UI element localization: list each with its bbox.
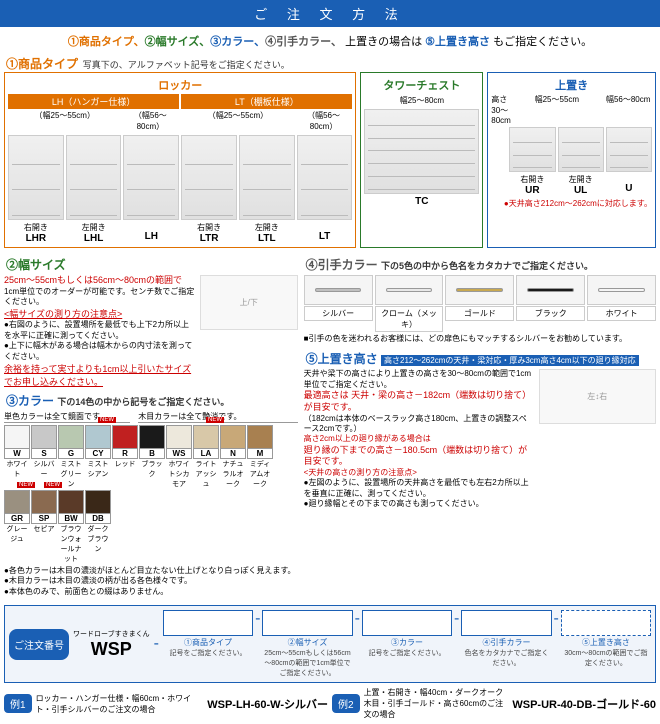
- handle-クローム（メッキ）: クローム（メッキ）: [375, 275, 444, 332]
- handle-シルバー: シルバー: [304, 275, 373, 332]
- cabinet-LTR: 右開きLTR: [181, 135, 237, 244]
- cabinet-U: U: [606, 127, 652, 196]
- section1-title: ①商品タイプ: [6, 57, 78, 71]
- cabinet-LH: LH: [123, 135, 179, 244]
- order-field-4: ④引手カラー 色名をカタカナでご指定ください。: [461, 610, 551, 668]
- color-GR: NEW GR グレージュ: [4, 490, 30, 564]
- width-diagram: 上/下: [200, 275, 298, 330]
- order-field-5: ⑤上置き高さ 30cm～80cmの範囲でご指定ください。: [561, 610, 651, 668]
- cabinet-LHR: 右開きLHR: [8, 135, 64, 244]
- section3-title: ③カラー 下の14色の中から記号をご指定ください。: [6, 392, 296, 409]
- subheader: ①商品タイプ、②幅サイズ、③カラー、④引手カラー、 上置きの場合は ⑤上置き高さ…: [0, 27, 660, 55]
- color-DB: DB ダークブラウン: [85, 490, 111, 564]
- color-M: M ミディアムオーク: [247, 425, 273, 489]
- height-diagram: 左↕右: [539, 369, 656, 424]
- color-BW: BW ブラウンウォールナット: [58, 490, 84, 564]
- order-box: ご注文番号 ワードローブすきまくん WSP - ①商品タイプ 記号をご指定くださ…: [4, 605, 656, 683]
- cabinet-UR: 右開きUR: [509, 127, 555, 196]
- section4-title: ④引手カラー 下の5色の中から色名をカタカナでご指定ください。: [306, 256, 654, 273]
- order-field-2: ②幅サイズ 25cm～55cmもしくは56cm～80cmの範囲で1cm単位でご指…: [262, 610, 352, 678]
- color-CY: NEW CY ミストシアン: [85, 425, 111, 489]
- section5-title: ⑤上置き高さ 高さ212～262cmの天井・梁対応・厚み3cm高さ4cm以下の廻…: [306, 350, 654, 367]
- color-B: B ブラック: [139, 425, 165, 489]
- cabinet-LTL: 左開きLTL: [239, 135, 295, 244]
- example: 例2 上置・右開き・幅40cm・ダークオーク木目・引手ゴールド・高さ60cmのご…: [332, 687, 656, 720]
- color-W: W ホワイト: [4, 425, 30, 489]
- header-bar: ご 注 文 方 法: [0, 0, 660, 27]
- color-S: S シルバー: [31, 425, 57, 489]
- color-N: N ナチュラルオーク: [220, 425, 246, 489]
- color-SP: NEW SP セピア: [31, 490, 57, 564]
- color-LA: NEW LA ライトアッシュ: [193, 425, 219, 489]
- section2-title: ②幅サイズ: [6, 256, 296, 273]
- cabinet-UL: 左開きUL: [558, 127, 604, 196]
- color-WS: WS ホワイトシカモア: [166, 425, 192, 489]
- uwaoki-box: 上置き 高さ30～80cm 幅25～55cm 幅56～80cm 右開きUR 左開…: [487, 72, 656, 248]
- color-G: G ミストグリーン: [58, 425, 84, 489]
- order-field-3: ③カラー 記号をご指定ください。: [362, 610, 452, 658]
- example: 例1 ロッカー・ハンガー仕様・幅60cm・ホワイト・引手シルバーのご注文の場合 …: [4, 687, 328, 720]
- handle-ブラック: ブラック: [516, 275, 585, 332]
- locker-box: ロッカー LH（ハンガー仕様） （幅25～55cm） （幅56～80cm） 右開…: [4, 72, 356, 248]
- handle-ホワイト: ホワイト: [587, 275, 656, 332]
- order-field-1: ①商品タイプ 記号をご指定ください。: [163, 610, 253, 658]
- tower-box: タワーチェスト 幅25～80cm TC: [360, 72, 483, 248]
- handle-ゴールド: ゴールド: [445, 275, 514, 332]
- cabinet-LHL: 左開きLHL: [66, 135, 122, 244]
- color-R: R レッド: [112, 425, 138, 489]
- cabinet-LT: LT: [297, 135, 353, 244]
